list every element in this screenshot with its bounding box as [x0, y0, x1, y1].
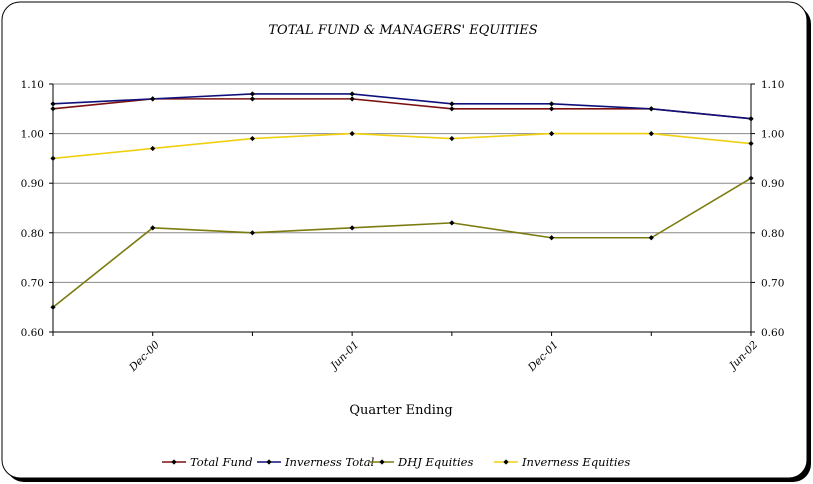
- data-point: [150, 145, 156, 152]
- data-point: [648, 235, 654, 241]
- series-line: [52, 98, 752, 120]
- y-tick-label-left: 0.80: [21, 228, 44, 240]
- series-line: [52, 132, 752, 160]
- data-point: [449, 220, 455, 226]
- y-tick-label-right: 1.10: [761, 79, 784, 91]
- legend-label: Inverness Total: [284, 455, 375, 469]
- data-point: [249, 135, 256, 142]
- data-point: [449, 135, 455, 142]
- axes: [49, 83, 755, 336]
- data-point: [50, 101, 56, 107]
- data-point: [349, 96, 355, 102]
- data-point: [449, 101, 455, 107]
- data-point: [449, 106, 455, 112]
- data-point: [50, 155, 56, 161]
- data-point: [50, 304, 56, 310]
- y-tick-label-left: 1.10: [21, 79, 44, 91]
- legend: Total Fund Inverness Total DHJ Equities Inv…: [162, 455, 630, 469]
- series-lines: [50, 91, 754, 310]
- data-point: [548, 235, 555, 241]
- legend-label: Total Fund: [190, 455, 253, 469]
- data-point: [349, 225, 355, 231]
- legend-label: Inverness Equities: [521, 455, 630, 469]
- y-tick-label-right: 1.00: [761, 129, 784, 141]
- legend-marker: [379, 459, 385, 465]
- legend-label: DHJ Equities: [397, 455, 473, 469]
- data-point: [249, 230, 256, 236]
- y-tick-label-right: 0.80: [761, 228, 784, 240]
- y-tick-label-right: 0.90: [761, 178, 784, 190]
- series-line: [52, 93, 752, 120]
- data-point: [150, 225, 156, 231]
- data-point: [249, 96, 256, 102]
- data-point: [648, 106, 654, 112]
- data-point: [349, 91, 355, 97]
- legend-marker: [171, 459, 177, 465]
- data-point: [548, 106, 555, 112]
- data-point: [548, 131, 555, 137]
- data-point: [548, 101, 555, 107]
- data-point: [249, 91, 256, 97]
- data-point: [748, 140, 754, 147]
- y-tick-label-left: 0.60: [21, 327, 44, 339]
- data-point: [748, 175, 754, 181]
- data-point: [50, 106, 56, 112]
- data-point: [648, 131, 654, 137]
- data-point: [748, 116, 754, 122]
- legend-marker: [266, 459, 272, 465]
- y-tick-label-left: 0.90: [21, 178, 44, 190]
- series-line: [52, 177, 752, 308]
- y-tick-label-left: 0.70: [21, 277, 44, 289]
- legend-marker: [503, 459, 509, 465]
- data-point: [150, 96, 156, 102]
- data-point: [349, 131, 355, 137]
- y-tick-labels: 0.60 0.60 0.70 0.70 0.80 0.80 0.90 0.90 1.00 1.00…: [21, 79, 785, 339]
- y-tick-label-left: 1.00: [21, 129, 44, 141]
- y-tick-label-right: 0.60: [761, 327, 784, 339]
- y-tick-label-right: 0.70: [761, 277, 784, 289]
- x-axis-title: Quarter Ending: [349, 403, 452, 418]
- chart-title: TOTAL FUND & MANAGERS' EQUITIES: [268, 23, 537, 38]
